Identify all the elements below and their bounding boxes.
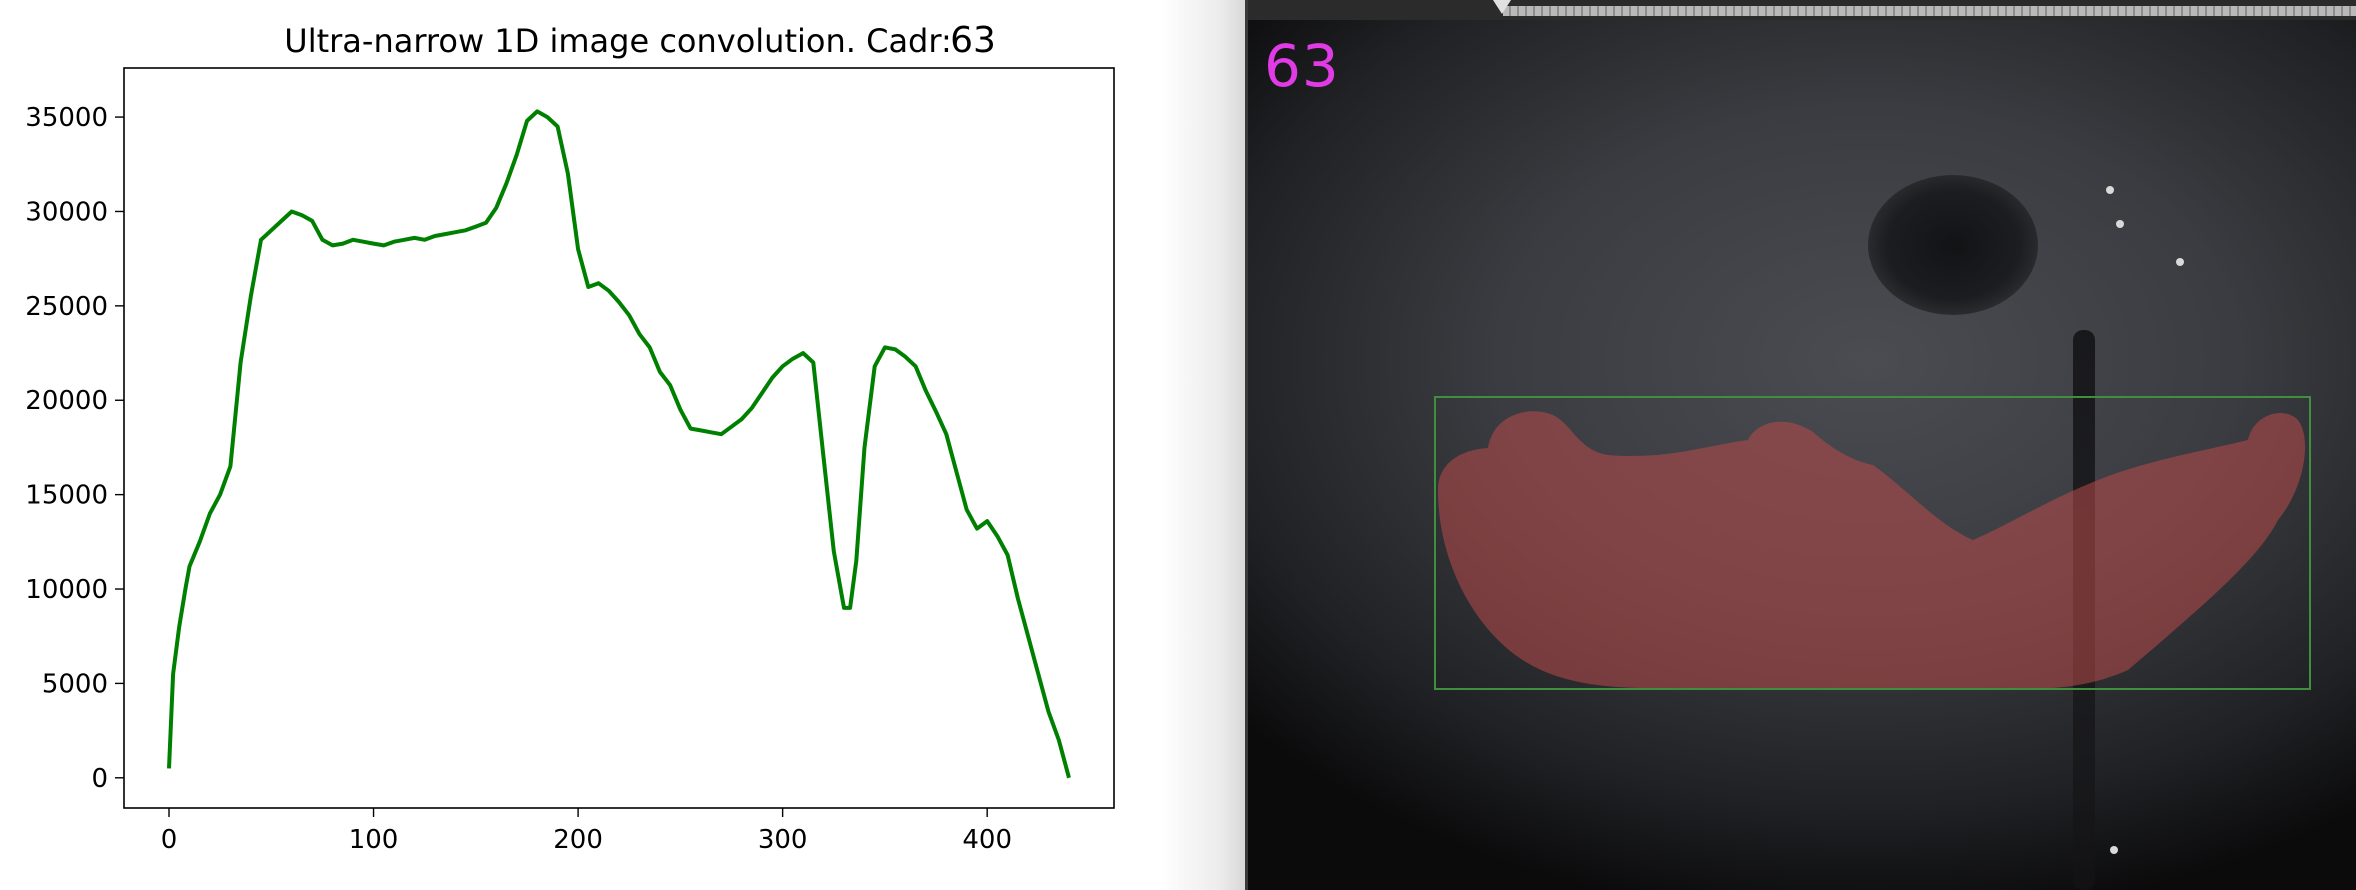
chart-panel: 0 100 200 300 400 0 5000 10000 15000 20000 25000 30… [25, 20, 1115, 855]
y-tick-label: 35000 [25, 103, 108, 133]
y-tick-label: 10000 [25, 575, 108, 605]
x-tick-label: 400 [962, 825, 1012, 855]
dark-region [1868, 175, 2038, 315]
chart-title-frame-number: 63 [950, 20, 996, 61]
y-tick-label: 25000 [25, 292, 108, 322]
bounding-box [1434, 396, 2311, 690]
video-panel: 63 [1245, 0, 2356, 890]
y-tick-label: 0 [91, 764, 108, 794]
video-frame: 63 [1248, 20, 2356, 890]
playback-slider-track[interactable] [1503, 6, 2356, 16]
bright-speck [2116, 220, 2124, 228]
y-tick-label: 30000 [25, 197, 108, 227]
line-chart: 0 100 200 300 400 0 5000 10000 15000 20000 25000 30… [25, 20, 1115, 855]
y-tick-label: 20000 [25, 386, 108, 416]
y-tick-label: 15000 [25, 481, 108, 511]
frame-counter: 63 [1264, 32, 1340, 100]
segmentation-mask-layer [1438, 411, 2306, 689]
x-tick-label: 0 [161, 825, 178, 855]
chart-title: Ultra-narrow 1D image convolution. Cadr: [284, 22, 951, 60]
segmentation-mask [1438, 411, 2306, 689]
panel-divider [1160, 0, 1245, 890]
bright-speck [2106, 186, 2114, 194]
plot-area [123, 67, 1115, 809]
playback-bar[interactable] [1248, 0, 2356, 20]
x-tick-label: 300 [758, 825, 808, 855]
playback-slider-handle[interactable] [1493, 0, 1511, 14]
x-tick-label: 100 [349, 825, 399, 855]
series-line [167, 109, 1071, 779]
y-tick-label: 5000 [42, 669, 108, 699]
bright-speck [2110, 846, 2118, 854]
bright-speck [2176, 258, 2184, 266]
x-tick-label: 200 [553, 825, 603, 855]
